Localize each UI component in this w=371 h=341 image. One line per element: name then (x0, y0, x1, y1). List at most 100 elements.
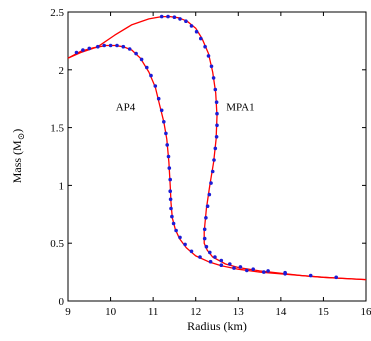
data-point-mpa1 (228, 262, 232, 266)
data-point-ap4 (96, 44, 100, 49)
data-point-ap4 (166, 154, 171, 159)
data-point-ap4 (81, 48, 85, 52)
data-point-ap4 (168, 177, 172, 182)
data-point-mpa1 (178, 17, 182, 21)
data-point-ap4 (159, 108, 164, 113)
x-tick-label: 16 (361, 306, 371, 318)
data-point-ap4 (115, 43, 119, 48)
data-point-ap4 (164, 131, 168, 136)
data-point-ap4 (153, 84, 158, 88)
data-point-ap4 (121, 44, 126, 49)
data-point-ap4 (169, 206, 173, 211)
data-point-ap4 (102, 43, 106, 48)
data-point-mpa1 (266, 269, 270, 273)
data-point-mpa1 (205, 204, 210, 208)
data-point-ap4 (334, 275, 339, 280)
data-point-mpa1 (215, 123, 219, 128)
x-tick-label: 12 (190, 306, 201, 318)
markers (74, 14, 339, 280)
y-tick-label: 0 (59, 296, 65, 308)
x-tick-label: 10 (105, 306, 117, 318)
series-line-ap4 (67, 44, 367, 281)
y-tick-label: 0.5 (50, 238, 64, 250)
y-axis-title-text: Mass (M (10, 140, 24, 183)
data-point-mpa1 (208, 250, 212, 255)
data-point-mpa1 (209, 181, 213, 185)
data-point-ap4 (174, 228, 178, 233)
data-point-ap4 (168, 197, 173, 202)
data-point-ap4 (168, 189, 172, 193)
curve-label-mpa1: MPA1 (226, 101, 254, 113)
data-point-ap4 (139, 57, 144, 62)
data-point-mpa1 (213, 255, 217, 259)
data-point-ap4 (127, 47, 132, 51)
y-tick-label: 2 (59, 65, 65, 77)
data-point-mpa1 (202, 236, 207, 241)
data-point-ap4 (165, 143, 169, 147)
data-point-mpa1 (219, 258, 224, 263)
data-point-mpa1 (283, 270, 287, 275)
data-point-mpa1 (214, 135, 219, 139)
data-point-ap4 (232, 266, 236, 270)
data-point-ap4 (308, 273, 313, 278)
data-point-ap4 (262, 270, 266, 274)
data-point-mpa1 (189, 24, 194, 28)
data-point-ap4 (198, 255, 202, 259)
y-tick-label: 1.5 (50, 123, 64, 135)
data-point-mpa1 (204, 216, 208, 220)
data-point-mpa1 (204, 244, 209, 249)
x-axis-title: Radius (km) (187, 319, 247, 333)
data-point-ap4 (108, 43, 113, 48)
data-point-ap4 (87, 46, 92, 51)
data-point-mpa1 (213, 146, 218, 151)
data-point-ap4 (183, 242, 187, 247)
data-point-mpa1 (206, 54, 211, 58)
data-point-ap4 (170, 214, 174, 219)
data-point-ap4 (171, 221, 176, 226)
y-tick-label: 2.5 (50, 7, 64, 19)
data-point-ap4 (74, 50, 79, 55)
data-point-mpa1 (199, 36, 203, 41)
data-point-ap4 (162, 120, 166, 124)
data-point-ap4 (167, 166, 172, 170)
data-point-mpa1 (194, 29, 199, 34)
data-point-ap4 (189, 249, 194, 254)
data-point-mpa1 (238, 265, 243, 269)
data-point-mpa1 (172, 15, 177, 19)
data-point-ap4 (149, 73, 153, 78)
data-point-mpa1 (210, 169, 215, 174)
data-point-mpa1 (184, 19, 188, 24)
data-point-mpa1 (212, 158, 216, 162)
x-tick-label: 11 (148, 306, 159, 318)
data-point-mpa1 (202, 227, 207, 232)
data-point-ap4 (145, 65, 149, 70)
data-point-mpa1 (203, 44, 207, 49)
data-point-ap4 (134, 51, 138, 56)
data-point-mpa1 (209, 64, 214, 69)
y-axis-title-close: ) (10, 129, 24, 133)
data-point-ap4 (208, 259, 213, 264)
x-tick-label: 15 (318, 306, 330, 318)
x-tick-label: 13 (233, 306, 245, 318)
series-line-mpa1 (67, 15, 367, 281)
y-axis-title: Mass (M⊙) (10, 129, 26, 184)
data-point-mpa1 (215, 111, 219, 116)
data-point-ap4 (178, 235, 182, 240)
data-point-ap4 (156, 96, 161, 101)
data-point-mpa1 (166, 14, 170, 19)
data-point-mpa1 (213, 87, 218, 92)
plot-frame (67, 11, 367, 302)
ticks: 9 10 11 12 13 14 15 16 0 0.5 1 1.5 2 2.5 (50, 7, 371, 318)
data-point-mpa1 (207, 192, 212, 197)
data-point-mpa1 (159, 14, 164, 19)
data-point-ap4 (245, 268, 249, 273)
x-tick-label: 14 (275, 306, 287, 318)
data-point-mpa1 (251, 267, 255, 272)
curve-label-ap4: AP4 (116, 101, 136, 113)
data-point-mpa1 (214, 100, 219, 104)
data-point-ap4 (219, 263, 224, 268)
y-axis-title-symbol: ⊙ (16, 133, 26, 141)
y-tick-label: 1 (59, 180, 65, 192)
data-point-mpa1 (211, 76, 216, 80)
